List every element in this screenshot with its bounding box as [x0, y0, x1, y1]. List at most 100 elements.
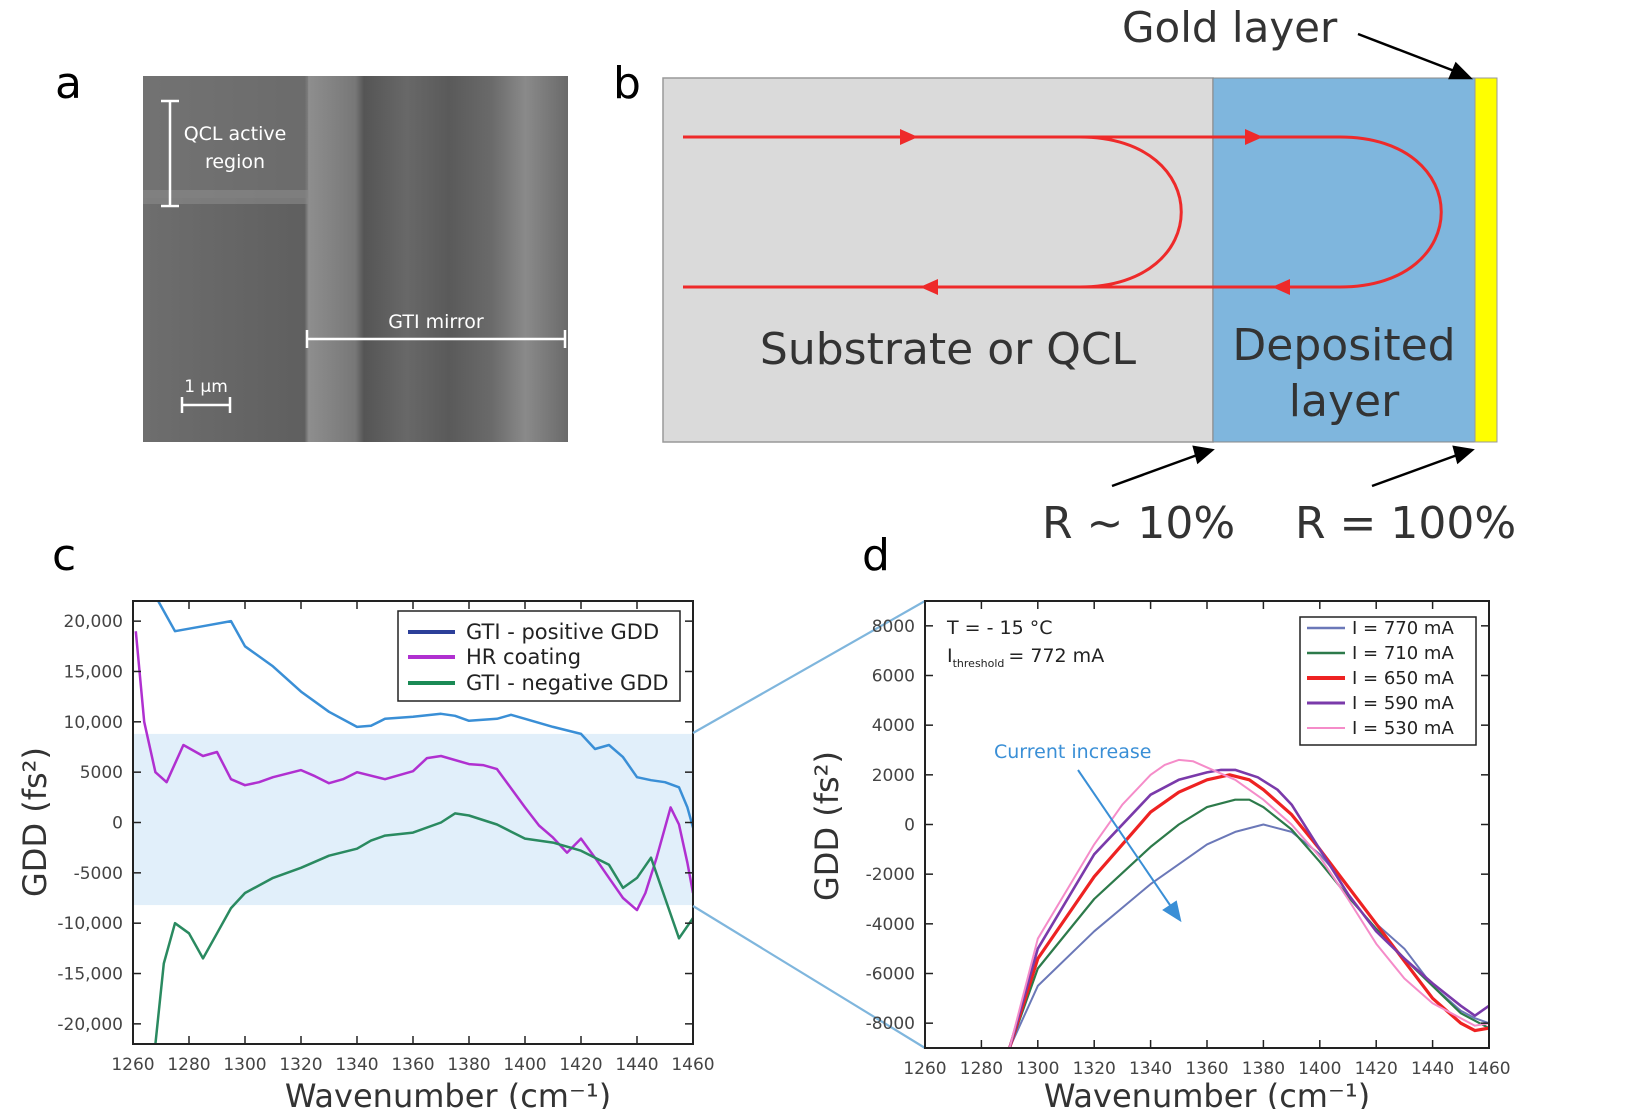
y-tick-label: 2000 [872, 766, 915, 786]
panel-letter-c: c [52, 530, 76, 581]
y-tick-label: 15,000 [64, 662, 123, 682]
threshold-value: = 772 mA [1008, 645, 1104, 667]
y-tick-label: 10,000 [64, 713, 123, 733]
panel-letter-a: a [55, 58, 82, 109]
y-tick-label: 6000 [872, 667, 915, 687]
zoom-connector-lines [692, 600, 926, 1049]
y-tick-label: -4000 [866, 915, 915, 935]
chart-c-legend: GTI - positive GDD HR coating GTI - nega… [397, 610, 681, 702]
x-tick-label: 1360 [391, 1055, 434, 1075]
y-tick-label: 5000 [80, 763, 123, 783]
series-line-i-590-ma [1008, 768, 1489, 1048]
gti-schematic: Substrate or QCL Deposited layer Gold la… [662, 3, 1516, 549]
x-tick-label: 1400 [1298, 1059, 1341, 1079]
panel-letter-d: d [862, 530, 890, 581]
y-tick-label: -10,000 [57, 914, 123, 934]
chart-d-plot [1008, 758, 1489, 1048]
legend-label-hr-coating: HR coating [466, 645, 581, 669]
gti-mirror-label: GTI mirror [388, 311, 484, 333]
x-tick-label: 1420 [559, 1055, 602, 1075]
ray-arrowheads [900, 129, 1290, 295]
y-tick-label: -2000 [866, 865, 915, 885]
chart-d-legend: I = 770 mA I = 710 mA I = 650 mA I = 590… [1299, 616, 1477, 746]
y-tick-label: -5000 [74, 864, 123, 884]
gold-layer-arrow [1357, 32, 1474, 80]
gold-layer-block [1474, 77, 1498, 443]
sem-image: QCL active region GTI mirror 1 μm [143, 76, 568, 442]
r-100-label: R = 100% [1295, 498, 1516, 549]
chart-d: 1260 1280 1300 1320 1340 1360 1380 1400 1420 1440… [808, 600, 1511, 1109]
x-tick-label: 1440 [1411, 1059, 1454, 1079]
x-tick-label: 1380 [447, 1055, 490, 1075]
gti-mirror-bracket [305, 330, 567, 348]
deposited-label-1: Deposited [1232, 320, 1455, 371]
series-line-i-710-ma [1008, 798, 1489, 1048]
x-tick-label: 1320 [279, 1055, 322, 1075]
x-tick-label: 1420 [1355, 1059, 1398, 1079]
x-tick-label: 1260 [903, 1059, 946, 1079]
y-tick-label: -20,000 [57, 1015, 123, 1035]
active-region-label-1: QCL active [184, 123, 287, 145]
x-tick-label: 1460 [1467, 1059, 1510, 1079]
threshold-subscript: threshold [953, 657, 1005, 670]
series-line-gti-negative-gdd [154, 812, 693, 1044]
legend-label-gti-negative: GTI - negative GDD [466, 671, 669, 695]
x-tick-label: 1300 [223, 1055, 266, 1075]
chart-d-xlabel: Wavenumber (cm⁻¹) [1044, 1077, 1370, 1109]
chart-c-xlabel: Wavenumber (cm⁻¹) [285, 1077, 611, 1109]
series-line-i-770-ma [1008, 823, 1489, 1048]
legend-label-gti-positive: GTI - positive GDD [466, 620, 659, 644]
temperature-annotation: T = - 15 °C [946, 617, 1052, 639]
x-tick-label: 1460 [671, 1055, 714, 1075]
substrate-label: Substrate or QCL [760, 324, 1137, 375]
gold-layer-label: Gold layer [1122, 3, 1338, 52]
threshold-i: I [947, 645, 953, 667]
threshold-annotation: Ithreshold = 772 mA [947, 645, 1104, 670]
r-10-label: R ~ 10% [1042, 498, 1235, 549]
x-tick-label: 1380 [1242, 1059, 1285, 1079]
chart-c-ylabel: GDD (fs²) [16, 747, 54, 897]
outer-ray-path [1080, 135, 1443, 289]
scale-bar [180, 397, 232, 413]
x-tick-label: 1300 [1016, 1059, 1059, 1079]
series-line-hr-coating [134, 631, 693, 912]
legend-label-650: I = 650 mA [1352, 668, 1454, 689]
chart-c-highlight-band [133, 733, 693, 906]
x-tick-label: 1280 [167, 1055, 210, 1075]
legend-label-530: I = 530 mA [1352, 718, 1454, 739]
series-line-gti-positive-gdd [156, 601, 693, 828]
deposited-label-2: layer [1289, 376, 1400, 427]
chart-d-axes: 1260 1280 1300 1320 1340 1360 1380 1400 1420 1440… [866, 601, 1511, 1079]
y-tick-label: -8000 [866, 1014, 915, 1034]
x-tick-label: 1260 [111, 1055, 154, 1075]
x-tick-label: 1440 [615, 1055, 658, 1075]
x-tick-label: 1400 [503, 1055, 546, 1075]
x-tick-label: 1280 [960, 1059, 1003, 1079]
y-tick-label: -15,000 [57, 965, 123, 985]
legend-label-710: I = 710 mA [1352, 643, 1454, 664]
active-region-label-2: region [205, 151, 265, 173]
x-tick-label: 1320 [1073, 1059, 1116, 1079]
current-increase-arrow [1077, 769, 1182, 923]
inner-ray-path [683, 135, 1183, 289]
y-tick-label: 8000 [872, 617, 915, 637]
y-tick-label: 0 [904, 816, 915, 836]
y-tick-label: -6000 [866, 965, 915, 985]
x-tick-label: 1340 [1129, 1059, 1172, 1079]
active-region-bracket [161, 99, 179, 208]
r10-arrow [1111, 445, 1215, 488]
y-tick-label: 4000 [872, 716, 915, 736]
x-tick-label: 1360 [1185, 1059, 1228, 1079]
chart-c-axes: 1260 1280 1300 1320 1340 1360 1380 1400 1420 1440… [57, 601, 715, 1075]
y-tick-label: 20,000 [64, 612, 123, 632]
y-tick-label: 0 [112, 814, 123, 834]
r100-arrow [1371, 445, 1475, 488]
x-tick-label: 1340 [335, 1055, 378, 1075]
panel-letter-b: b [613, 58, 641, 109]
legend-label-770: I = 770 mA [1352, 618, 1454, 639]
series-line-i-650-ma [1008, 773, 1489, 1048]
chart-c: 1260 1280 1300 1320 1340 1360 1380 1400 1420 1440… [16, 600, 715, 1109]
chart-c-plot [134, 601, 693, 1044]
current-increase-label: Current increase [994, 741, 1151, 763]
